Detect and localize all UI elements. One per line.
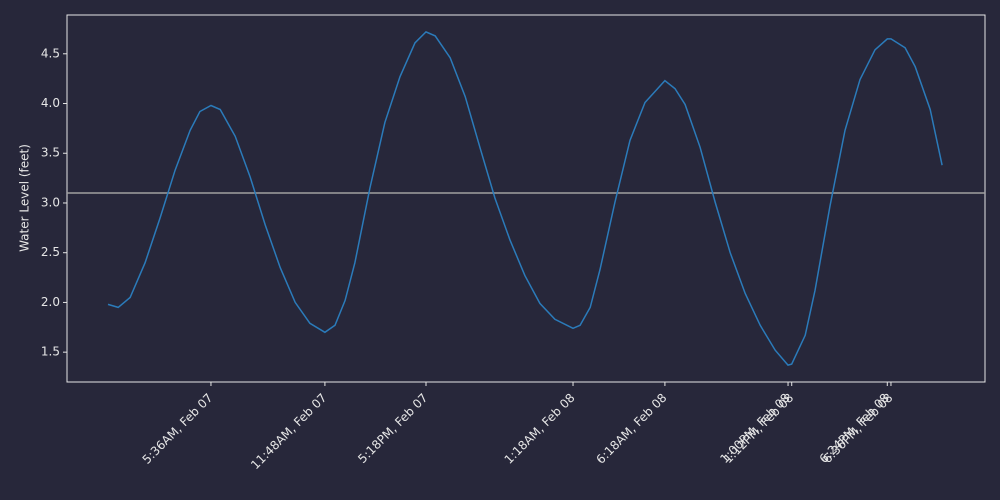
x-tick-label: 1:18AM, Feb 08 <box>502 391 578 467</box>
x-tick-label: 11:48AM, Feb 07 <box>248 391 329 472</box>
x-tick-label: 6:18AM, Feb 08 <box>594 391 670 467</box>
y-tick-label: 2.5 <box>41 245 60 259</box>
y-tick-label: 4.0 <box>41 96 60 110</box>
x-tick-label: 1:12PM, Feb 08 <box>721 391 796 466</box>
water-level-line <box>107 31 943 366</box>
x-tick-label: 5:36AM, Feb 07 <box>140 391 216 467</box>
y-tick-label: 3.5 <box>41 146 60 160</box>
y-tick-label: 2.0 <box>41 295 60 309</box>
plot-frame <box>66 14 986 383</box>
y-tick-label: 4.5 <box>41 46 60 60</box>
y-tick-label: 3.0 <box>41 195 60 209</box>
y-tick-label: 1.5 <box>41 345 60 359</box>
x-tick-label: 6:36PM, Feb 08 <box>820 391 895 466</box>
x-tick-label: 5:18PM, Feb 07 <box>355 391 430 466</box>
y-axis-label: Water Level (feet) <box>18 144 32 252</box>
